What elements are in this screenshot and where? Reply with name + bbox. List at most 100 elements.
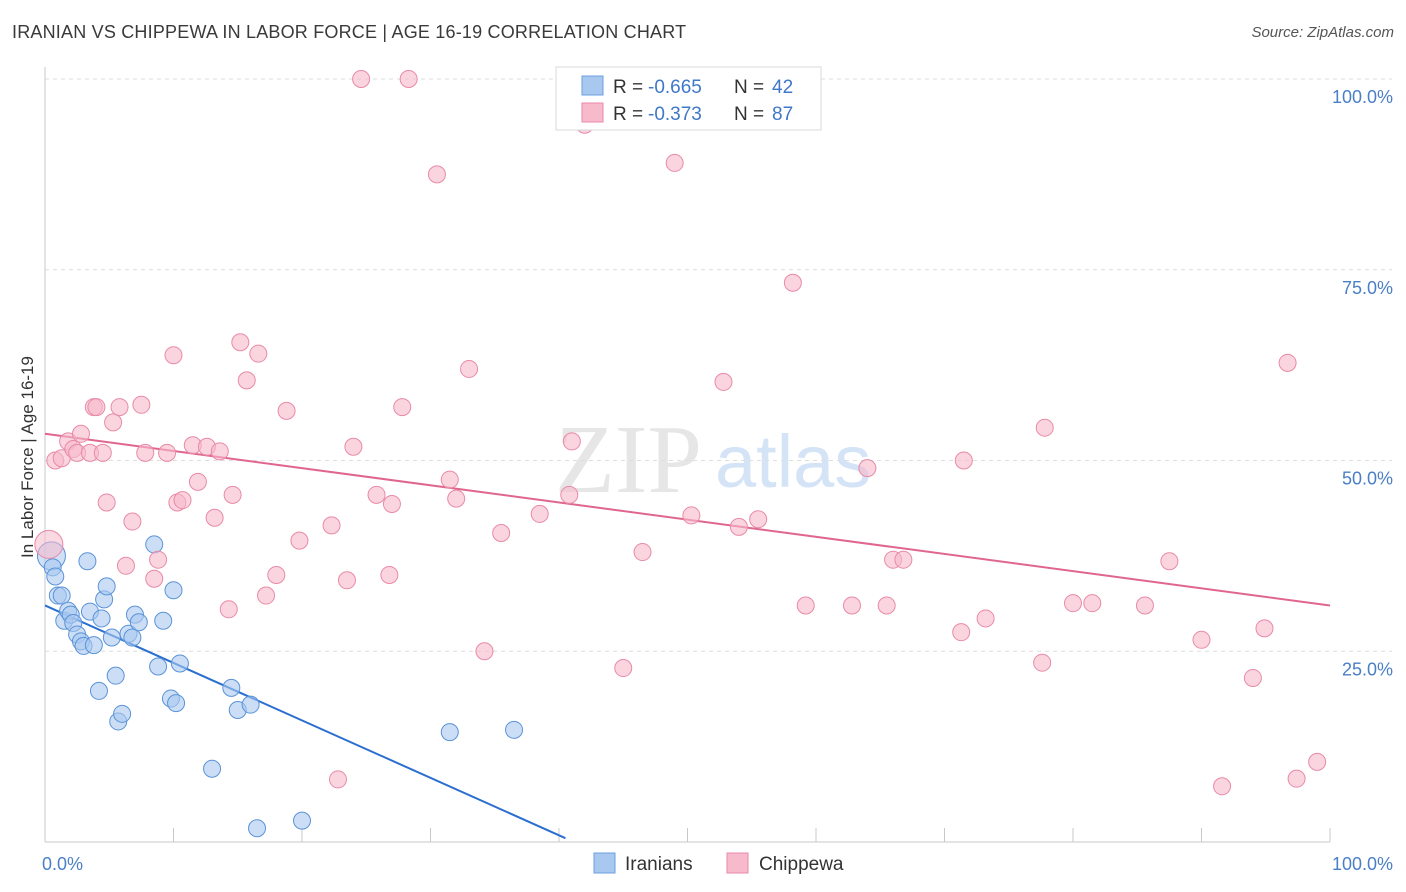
chippewa-point bbox=[399, 70, 418, 88]
chippewa-point bbox=[749, 510, 768, 529]
iranians-point bbox=[97, 577, 116, 596]
iranians-point bbox=[154, 611, 173, 630]
iranians-point bbox=[102, 628, 121, 647]
iranians-point bbox=[149, 657, 168, 676]
chippewa-point bbox=[1255, 619, 1274, 638]
chippewa-point bbox=[858, 459, 877, 478]
iranians-point bbox=[145, 535, 164, 554]
chippewa-point bbox=[219, 600, 238, 619]
chippewa-point bbox=[1033, 653, 1052, 672]
watermark-atlas: atlas bbox=[715, 420, 871, 503]
iranians-point bbox=[46, 567, 65, 586]
chippewa-point bbox=[783, 273, 802, 292]
chippewa-point bbox=[427, 165, 446, 184]
chippewa-point bbox=[1308, 752, 1327, 771]
legend-n-value-iranians: 42 bbox=[772, 77, 793, 98]
bottom-legend: Iranians Chippewa bbox=[593, 852, 844, 875]
chippewa-point bbox=[382, 494, 401, 513]
legend-n-label-iranians: N = bbox=[734, 77, 764, 98]
iranians-point bbox=[170, 654, 189, 673]
chippewa-point bbox=[614, 659, 633, 678]
chippewa-point bbox=[530, 504, 549, 523]
chippewa-point bbox=[796, 596, 815, 615]
chippewa-point bbox=[337, 571, 356, 590]
chippewa-point bbox=[104, 413, 123, 432]
chippewa-point bbox=[1243, 668, 1262, 687]
chippewa-point bbox=[116, 556, 135, 575]
chippewa-point bbox=[93, 443, 112, 462]
iranians-point bbox=[52, 586, 71, 605]
chippewa-point bbox=[492, 523, 511, 542]
chippewa-point bbox=[87, 398, 106, 417]
iranians-point bbox=[129, 613, 148, 632]
series-iranians bbox=[36, 535, 524, 838]
iranians-point bbox=[167, 694, 186, 713]
chippewa-point bbox=[164, 346, 183, 365]
y-axis-label: In Labor Force | Age 16-19 bbox=[18, 356, 37, 558]
chippewa-point bbox=[71, 424, 90, 443]
bottom-legend-label-chippewa: Chippewa bbox=[759, 854, 844, 875]
legend-swatch-chippewa bbox=[581, 102, 604, 123]
y-tick-label: 75.0% bbox=[1342, 278, 1393, 298]
legend-r-value-iranians: -0.665 bbox=[648, 77, 702, 98]
chippewa-point bbox=[344, 437, 363, 456]
chippewa-point bbox=[257, 586, 276, 605]
chippewa-point bbox=[714, 372, 733, 391]
chippewa-point bbox=[842, 596, 861, 615]
chippewa-point bbox=[231, 333, 250, 352]
chippewa-point bbox=[729, 517, 748, 536]
iranians-point bbox=[84, 636, 103, 655]
series-chippewa bbox=[34, 70, 1327, 796]
y-tick-label: 25.0% bbox=[1342, 659, 1393, 679]
chippewa-point bbox=[1160, 552, 1179, 571]
bottom-legend-swatch-chippewa bbox=[726, 852, 749, 874]
chippewa-point bbox=[665, 153, 684, 172]
chippewa-point bbox=[136, 443, 155, 462]
iranians-point bbox=[78, 552, 97, 571]
chippewa-point bbox=[205, 508, 224, 527]
iranians-point bbox=[164, 581, 183, 600]
chippewa-point bbox=[132, 395, 151, 414]
bottom-legend-label-iranians: Iranians bbox=[625, 854, 693, 875]
legend-r-label-chippewa: R = bbox=[613, 104, 643, 125]
legend-n-label-chippewa: N = bbox=[734, 104, 764, 125]
chippewa-point bbox=[328, 770, 347, 789]
chippewa-point bbox=[97, 493, 116, 512]
iranians-point bbox=[505, 720, 524, 739]
chippewa-point bbox=[277, 401, 296, 420]
legend-swatch-iranians bbox=[581, 75, 604, 96]
chippewa-point bbox=[560, 485, 579, 504]
iranians-point bbox=[92, 609, 111, 628]
chippewa-point bbox=[440, 470, 459, 489]
chippewa-point bbox=[367, 485, 386, 504]
chippewa-point bbox=[562, 432, 581, 451]
x-tick-label: 0.0% bbox=[42, 854, 83, 874]
iranians-point bbox=[293, 811, 311, 830]
chippewa-point bbox=[145, 569, 164, 588]
chippewa-point bbox=[249, 344, 268, 363]
chippewa-point bbox=[34, 529, 64, 559]
iranians-point bbox=[222, 678, 241, 697]
y-tick-label: 50.0% bbox=[1342, 469, 1393, 489]
chippewa-point bbox=[1135, 596, 1154, 615]
chippewa-point bbox=[393, 398, 412, 417]
chippewa-point bbox=[1278, 353, 1297, 372]
chippewa-point bbox=[1192, 630, 1211, 649]
chippewa-point bbox=[237, 371, 256, 390]
source-label: Source: ZipAtlas.com bbox=[1251, 24, 1394, 41]
y-tick-label: 100.0% bbox=[1332, 87, 1393, 107]
iranians-point bbox=[241, 695, 260, 714]
chippewa-point bbox=[290, 531, 309, 550]
iranians-point bbox=[106, 666, 125, 685]
chart-title: IRANIAN VS CHIPPEWA IN LABOR FORCE | AGE… bbox=[12, 22, 687, 42]
chippewa-point bbox=[952, 623, 971, 642]
chippewa-point bbox=[894, 550, 913, 569]
chippewa-point bbox=[1287, 769, 1306, 788]
chippewa-point bbox=[1035, 418, 1054, 437]
legend-box: R = -0.665 N = 42 R = -0.373 N = 87 bbox=[555, 66, 822, 131]
iranians-point bbox=[123, 628, 142, 647]
chippewa-point bbox=[188, 472, 207, 491]
chippewa-point bbox=[1083, 594, 1102, 613]
chippewa-point bbox=[447, 489, 466, 508]
iranians-point bbox=[89, 681, 108, 700]
